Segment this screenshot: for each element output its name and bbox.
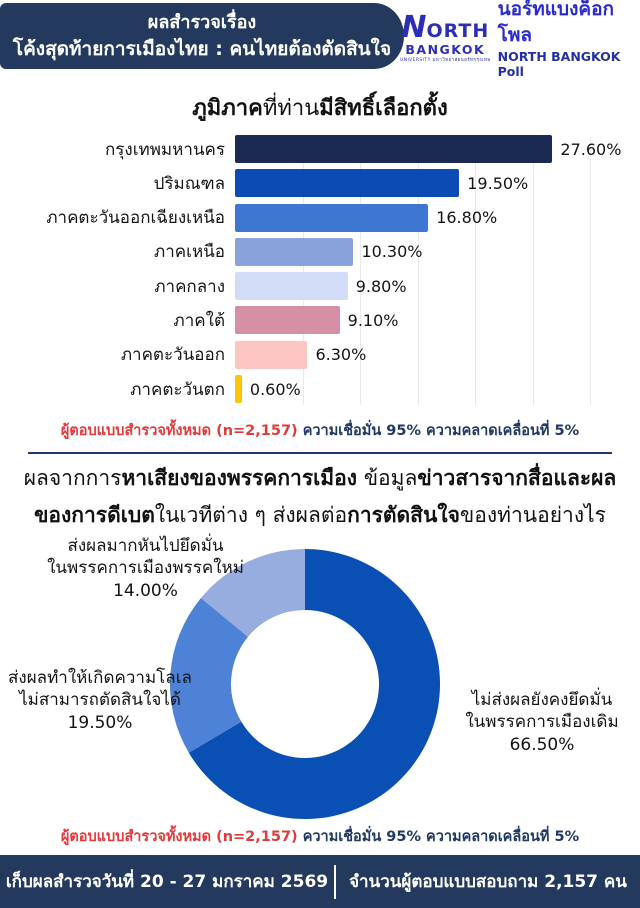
bar-chart-gridlines	[245, 137, 591, 405]
donut-label-line: ไม่ส่งผลยังคงยึดมั่น	[471, 689, 613, 710]
region-bar-chart: กรุงเทพมหานคร 27.60% ปริมณฑล 19.50% ภาคต…	[0, 135, 640, 411]
bar-value: 9.10%	[347, 310, 399, 330]
bar-value: 19.50%	[467, 173, 529, 193]
donut-chart-area: ส่งผลมากหันไปยึดมั่น ในพรรคการเมืองพรรคใ…	[0, 535, 640, 819]
donut-title-line1: ผลจากการหาเสียงของพรรคการเมือง ข้อมูลข่า…	[0, 460, 640, 497]
bar-value: 0.60%	[249, 379, 301, 399]
confidence-text: ความเชื่อมั่น 95% ความคลาดเคลื่อนที่ 5%	[297, 423, 580, 439]
bar-label: ภาคกลาง	[154, 276, 225, 297]
footer-divider	[334, 864, 336, 899]
survey-period-text: เก็บผลสำรวจวันที่ 20 - 27 มกราคม 2569	[5, 872, 329, 892]
bar-chart-title-seg3: มีสิทธิ์เลือกตั้ง	[319, 96, 448, 121]
donut-title-seg: ข้อมูล	[357, 466, 418, 490]
logo-orth-text: ORTH	[426, 20, 490, 42]
sample-size-text: ผู้ตอบแบบสำรวจทั้งหมด (n=2,157)	[60, 423, 298, 439]
donut-label-undecided: ส่งผลทำให้เกิดความโลเล ไม่สามารถตัดสินใจ…	[2, 667, 198, 734]
donut-title-seg: ของท่านอย่างไร	[459, 503, 606, 528]
bar-value: 16.80%	[436, 208, 498, 228]
bar	[235, 135, 553, 163]
donut-label-same-party: ไม่ส่งผลยังคงยึดมั่น ในพรรคการเมืองเดิม …	[443, 689, 640, 756]
section-divider	[28, 452, 612, 454]
logo-n-glyph: N	[401, 10, 427, 45]
north-bangkok-logo: N ORTH BANGKOK UNIVERSITY มหาวิทยาลัยนอร์…	[400, 13, 491, 63]
bar-row-south: ภาคใต้ 9.10%	[0, 306, 640, 335]
poll-name-thai: นอร์ทแบงค็อกโพล	[497, 0, 614, 46]
donut-label-new-party: ส่งผลมากหันไปยึดมั่น ในพรรคการเมืองพรรคใ…	[38, 535, 253, 602]
bar-value: 27.60%	[560, 139, 622, 159]
bar	[235, 169, 460, 198]
donut-title-seg: ของการดีเบต	[34, 503, 155, 528]
logo-university-tagline: UNIVERSITY มหาวิทยาลัยนอร์ทกรุงเทพ	[400, 57, 491, 63]
bar	[235, 272, 348, 301]
donut-label-value: 66.50%	[509, 734, 575, 755]
donut-label-value: 19.50%	[67, 712, 133, 733]
bar	[235, 237, 354, 266]
sample-note-2: ผู้ตอบแบบสำรวจทั้งหมด (n=2,157) ความเชื่…	[0, 825, 640, 848]
bar-chart-title-seg1: ภูมิภาค	[192, 96, 263, 121]
donut-title-seg: ในเวทีต่าง ๆ ส่งผลต่อ	[154, 503, 348, 528]
bar-value: 6.30%	[315, 345, 367, 365]
bar	[235, 203, 429, 232]
logo-bangkok-text: BANGKOK	[405, 42, 486, 57]
bar-label: กรุงเทพมหานคร	[104, 139, 225, 160]
bar-row-west: ภาคตะวันตก 0.60%	[0, 375, 640, 404]
bar-row-northeast: ภาคตะวันออกเฉียงเหนือ 16.80%	[0, 203, 640, 232]
bar-row-vicinity: ปริมณฑล 19.50%	[0, 169, 640, 198]
footer-bar: เก็บผลสำรวจวันที่ 20 - 27 มกราคม 2569 จำ…	[0, 855, 640, 908]
poll-report-title-line1: ผลสำรวจเรื่อง	[147, 11, 257, 33]
logo-area: N ORTH BANGKOK UNIVERSITY มหาวิทยาลัยนอร์…	[400, 0, 640, 79]
bar-label: ภาคตะวันออกเฉียงเหนือ	[46, 208, 225, 229]
bar-value: 9.80%	[355, 276, 407, 296]
bar-row-north: ภาคเหนือ 10.30%	[0, 237, 640, 266]
sample-size-text: ผู้ตอบแบบสำรวจทั้งหมด (n=2,157)	[60, 828, 298, 845]
bar-row-east: ภาคตะวันออก 6.30%	[0, 340, 640, 369]
donut-label-line: ส่งผลมากหันไปยึดมั่น	[67, 535, 224, 556]
bar-label: ปริมณฑล	[153, 173, 225, 194]
bar	[235, 375, 242, 404]
donut-chart-title: ผลจากการหาเสียงของพรรคการเมือง ข้อมูลข่า…	[0, 460, 640, 535]
header: ผลสำรวจเรื่อง โค้งสุดท้ายการเมืองไทย : ค…	[0, 0, 640, 79]
bar-chart-title: ภูมิภาคที่ท่านมีสิทธิ์เลือกตั้ง	[0, 92, 640, 125]
logo-wordmark: N ORTH	[401, 13, 489, 43]
donut-label-line: ในพรรคการเมืองเดิม	[465, 712, 619, 733]
respondent-count-text: จำนวนผู้ตอบแบบสอบถาม 2,157 คน	[349, 872, 627, 892]
poll-names: นอร์ทแบงค็อกโพล NORTH BANGKOK Poll	[498, 0, 640, 79]
bar-chart-title-seg2: ที่ท่าน	[262, 96, 320, 121]
donut-slice	[200, 548, 305, 637]
poll-report-title-line2: โค้งสุดท้ายการเมืองไทย : คนไทยต้องตัดสิน…	[12, 37, 392, 60]
confidence-text: ความเชื่อมั่น 95% ความคลาดเคลื่อนที่ 5%	[297, 828, 580, 845]
bar-label: ภาคเหนือ	[154, 242, 225, 263]
bar-label: ภาคตะวันตก	[130, 379, 225, 400]
donut-title-seg: ข่าวสารจากสื่อและผล	[417, 466, 617, 490]
sample-note-1: ผู้ตอบแบบสำรวจทั้งหมด (n=2,157) ความเชื่…	[0, 419, 640, 442]
donut-title-seg: ผลจากการ	[23, 466, 122, 490]
donut-label-line: ส่งผลทำให้เกิดความโลเล	[8, 667, 192, 688]
bar-label: ภาคตะวันออก	[120, 345, 225, 366]
poll-name-english: NORTH BANGKOK Poll	[497, 48, 621, 79]
bar-label: ภาคใต้	[173, 310, 225, 331]
donut-label-line: ในพรรคการเมืองพรรคใหม่	[47, 558, 244, 579]
donut-title-line2: ของการดีเบตในเวทีต่าง ๆ ส่งผลต่อการตัดสิ…	[0, 497, 640, 534]
donut-title-seg: การตัดสินใจ	[347, 503, 460, 528]
donut-slice	[170, 597, 248, 753]
bar-row-central: ภาคกลาง 9.80%	[0, 272, 640, 301]
donut-label-value: 14.00%	[113, 580, 178, 601]
bar-value: 10.30%	[361, 242, 423, 262]
donut-label-line: ไม่สามารถตัดสินใจได้	[19, 690, 181, 711]
bar-row-bangkok: กรุงเทพมหานคร 27.60%	[0, 135, 640, 163]
bar	[235, 340, 308, 369]
header-title-band: ผลสำรวจเรื่อง โค้งสุดท้ายการเมืองไทย : ค…	[0, 3, 404, 69]
donut-slice	[188, 548, 440, 819]
bar	[235, 306, 340, 335]
donut-chart	[170, 548, 440, 819]
donut-title-seg: หาเสียงของพรรคการเมือง	[121, 466, 358, 490]
